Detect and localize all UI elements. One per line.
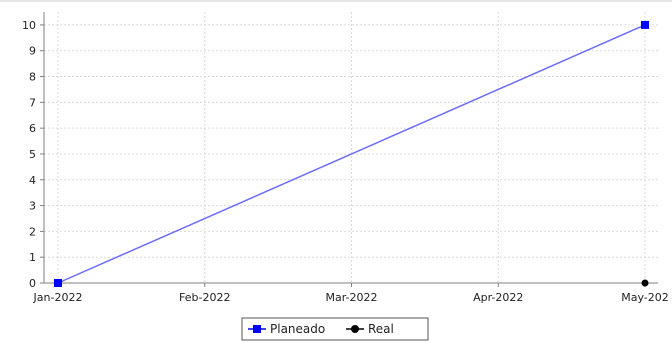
legend-box bbox=[241, 317, 429, 341]
y-tick-label: 9 bbox=[29, 45, 36, 58]
legend-label-planeado: Planeado bbox=[270, 322, 325, 336]
series-line-planeado bbox=[57, 24, 646, 284]
data-point-planeado bbox=[641, 20, 649, 29]
series-planeado bbox=[54, 20, 649, 287]
data-point-real bbox=[641, 279, 649, 287]
y-tick-label: 5 bbox=[29, 148, 36, 161]
y-tick-label: 1 bbox=[29, 251, 36, 264]
legend-marker-planeado bbox=[253, 325, 261, 333]
x-tick-label: Jan-2022 bbox=[33, 291, 83, 304]
legend-marker-real bbox=[351, 325, 359, 333]
y-tick-label: 2 bbox=[29, 225, 36, 238]
legend-label-real: Real bbox=[368, 322, 394, 336]
gridlines bbox=[44, 12, 658, 284]
y-tick-label: 6 bbox=[29, 122, 36, 135]
y-tick-label: 7 bbox=[29, 96, 36, 109]
legend-item-real: Real bbox=[346, 322, 394, 336]
legend: Planeado Real bbox=[241, 317, 429, 341]
x-tick-label: Mar-2022 bbox=[325, 291, 377, 304]
y-tick-label: 0 bbox=[29, 277, 36, 290]
x-tick-label: Apr-2022 bbox=[473, 291, 523, 304]
data-point-planeado bbox=[54, 279, 62, 287]
x-tick-label: Feb-2022 bbox=[179, 291, 230, 304]
y-tick-label: 10 bbox=[22, 19, 36, 32]
series-real bbox=[641, 279, 649, 287]
legend-item-planeado: Planeado bbox=[248, 322, 325, 336]
x-tick-label: May-202 bbox=[621, 291, 669, 304]
top-divider bbox=[0, 0, 672, 2]
y-tick-label: 8 bbox=[29, 71, 36, 84]
y-tick-label: 4 bbox=[29, 174, 36, 187]
y-tick-label: 3 bbox=[29, 200, 36, 213]
